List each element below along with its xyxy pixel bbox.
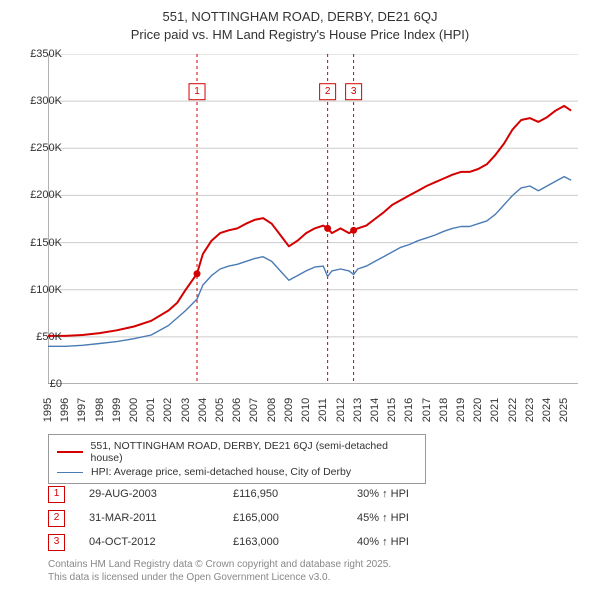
x-tick-label: 2005 [214, 398, 226, 422]
legend-label: HPI: Average price, semi-detached house,… [91, 466, 351, 478]
y-tick-label: £50K [2, 331, 62, 343]
footnote-line-2: This data is licensed under the Open Gov… [48, 572, 330, 583]
x-tick-label: 2020 [472, 398, 484, 422]
x-tick-label: 2021 [489, 398, 501, 422]
svg-text:2: 2 [325, 86, 331, 97]
marker-row: 2 31-MAR-2011 £165,000 45% ↑ HPI [48, 506, 548, 530]
x-tick-label: 2013 [352, 398, 364, 422]
y-tick-label: £200K [2, 189, 62, 201]
chart-footnote: Contains HM Land Registry data © Crown c… [48, 558, 578, 584]
y-tick-label: £250K [2, 142, 62, 154]
marker-hpi: 40% ↑ HPI [357, 536, 477, 548]
footnote-line-1: Contains HM Land Registry data © Crown c… [48, 559, 391, 570]
legend-item: HPI: Average price, semi-detached house,… [57, 465, 417, 479]
marker-price: £116,950 [233, 488, 333, 500]
y-tick-label: £300K [2, 95, 62, 107]
x-tick-label: 1998 [94, 398, 106, 422]
title-line-1: 551, NOTTINGHAM ROAD, DERBY, DE21 6QJ [163, 9, 438, 24]
x-tick-label: 2001 [145, 398, 157, 422]
marker-date: 29-AUG-2003 [89, 488, 209, 500]
y-tick-label: £350K [2, 48, 62, 60]
x-tick-label: 2007 [248, 398, 260, 422]
x-tick-label: 2010 [300, 398, 312, 422]
x-tick-label: 2000 [128, 398, 140, 422]
marker-hpi: 45% ↑ HPI [357, 512, 477, 524]
marker-row: 3 04-OCT-2012 £163,000 40% ↑ HPI [48, 530, 548, 554]
x-tick-label: 2023 [524, 398, 536, 422]
marker-hpi: 30% ↑ HPI [357, 488, 477, 500]
x-tick-label: 2003 [180, 398, 192, 422]
legend-swatch [57, 472, 83, 473]
markers-table: 1 29-AUG-2003 £116,950 30% ↑ HPI 2 31-MAR-201… [48, 482, 548, 554]
x-tick-label: 1999 [111, 398, 123, 422]
chart-title: 551, NOTTINGHAM ROAD, DERBY, DE21 6QJ Pr… [0, 0, 600, 43]
x-tick-label: 2019 [455, 398, 467, 422]
x-axis-ticks: 1995199619971998199920002001200220032004… [48, 386, 578, 436]
marker-row: 1 29-AUG-2003 £116,950 30% ↑ HPI [48, 482, 548, 506]
marker-price: £163,000 [233, 536, 333, 548]
x-tick-label: 2011 [317, 398, 329, 422]
svg-text:1: 1 [194, 86, 200, 97]
chart-plot-area: 1 2 3 [48, 54, 578, 384]
x-tick-label: 2025 [558, 398, 570, 422]
marker-price: £165,000 [233, 512, 333, 524]
chart-legend: 551, NOTTINGHAM ROAD, DERBY, DE21 6QJ (s… [48, 434, 426, 484]
x-tick-label: 2009 [283, 398, 295, 422]
x-tick-label: 1996 [59, 398, 71, 422]
x-tick-label: 2018 [438, 398, 450, 422]
marker-number-box: 3 [48, 534, 65, 551]
x-tick-label: 2002 [162, 398, 174, 422]
x-tick-label: 2004 [197, 398, 209, 422]
x-tick-label: 2008 [266, 398, 278, 422]
marker-date: 04-OCT-2012 [89, 536, 209, 548]
title-line-2: Price paid vs. HM Land Registry's House … [131, 27, 469, 42]
svg-text:3: 3 [351, 86, 357, 97]
legend-swatch [57, 451, 83, 453]
x-tick-label: 2017 [421, 398, 433, 422]
x-tick-label: 1995 [42, 398, 54, 422]
x-tick-label: 2016 [403, 398, 415, 422]
marker-number-box: 2 [48, 510, 65, 527]
x-tick-label: 2022 [507, 398, 519, 422]
marker-number-box: 1 [48, 486, 65, 503]
x-tick-label: 2006 [231, 398, 243, 422]
x-tick-label: 2024 [541, 398, 553, 422]
x-tick-label: 2012 [335, 398, 347, 422]
y-tick-label: £100K [2, 284, 62, 296]
marker-date: 31-MAR-2011 [89, 512, 209, 524]
y-tick-label: £150K [2, 237, 62, 249]
chart-svg: 1 2 3 [48, 54, 578, 384]
x-tick-label: 1997 [76, 398, 88, 422]
x-tick-label: 2015 [386, 398, 398, 422]
legend-item: 551, NOTTINGHAM ROAD, DERBY, DE21 6QJ (s… [57, 439, 417, 465]
legend-label: 551, NOTTINGHAM ROAD, DERBY, DE21 6QJ (s… [91, 440, 417, 464]
x-tick-label: 2014 [369, 398, 381, 422]
